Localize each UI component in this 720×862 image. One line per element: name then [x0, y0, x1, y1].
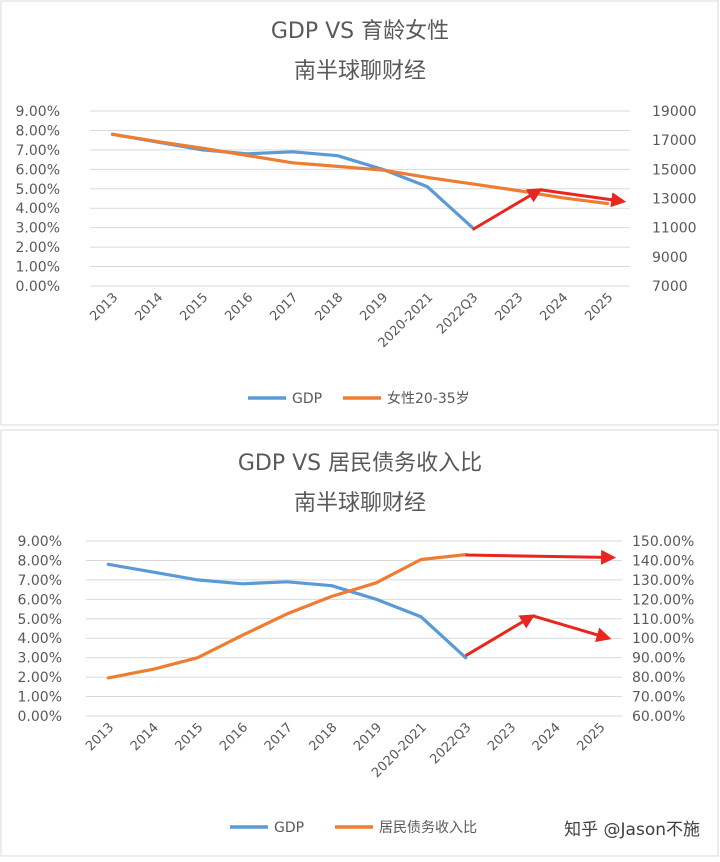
- y-left-tick-label: 0.00%: [16, 279, 60, 295]
- y-left-tick-label: 3.00%: [18, 651, 62, 667]
- y-left-tick-label: 4.00%: [16, 201, 60, 217]
- y-left-tick-label: 9.00%: [18, 534, 62, 550]
- y-left-tick-label: 9.00%: [16, 104, 60, 120]
- y-right-tick-label: 11000: [652, 221, 697, 237]
- y-right-tick-label: 60.00%: [632, 709, 685, 725]
- y-right-tick-label: 130.00%: [632, 573, 694, 589]
- y-right-tick-label: 140.00%: [632, 553, 694, 569]
- legend-label: 女性20-35岁: [387, 390, 470, 407]
- y-right-tick-label: 7000: [652, 279, 688, 295]
- chart-subtitle: 南半球聊财经: [294, 491, 426, 516]
- y-left-tick-label: 8.00%: [16, 123, 60, 139]
- chart-title: GDP VS 居民债务收入比: [238, 451, 482, 476]
- y-left-tick-label: 8.00%: [18, 553, 62, 569]
- y-right-tick-label: 80.00%: [632, 670, 685, 686]
- legend-label: 居民债务收入比: [379, 820, 477, 836]
- y-right-tick-label: 90.00%: [632, 651, 685, 667]
- y-left-tick-label: 6.00%: [18, 592, 62, 608]
- chart-subtitle: 南半球聊财经: [294, 59, 426, 84]
- y-right-tick-label: 110.00%: [632, 612, 694, 628]
- y-left-tick-label: 2.00%: [16, 240, 60, 256]
- y-left-tick-label: 6.00%: [16, 162, 60, 178]
- chart-panel-1: GDP VS 育龄女性 南半球聊财经 0.00% 1.00% 2.00% 3.00% 4…: [1, 1, 718, 425]
- y-right-tick-label: 15000: [652, 162, 697, 178]
- y-left-tick-label: 7.00%: [18, 573, 62, 589]
- legend-label: GDP: [274, 820, 304, 836]
- y-left-tick-label: 1.00%: [18, 690, 62, 706]
- y-left-tick-label: 4.00%: [18, 631, 62, 647]
- legend-label: GDP: [292, 391, 322, 407]
- y-right-tick-label: 13000: [652, 192, 697, 208]
- y-right-tick-label: 19000: [652, 104, 697, 120]
- chart-title: GDP VS 育龄女性: [271, 19, 449, 44]
- y-left-tick-label: 0.00%: [18, 709, 62, 725]
- y-left-tick-label: 5.00%: [18, 612, 62, 628]
- y-right-tick-label: 100.00%: [632, 631, 694, 647]
- watermark-text: 知乎 @Jason不施: [564, 820, 700, 840]
- y-right-tick-label: 70.00%: [632, 690, 685, 706]
- y-left-tick-label: 2.00%: [18, 670, 62, 686]
- chart-panel-2: GDP VS 居民债务收入比 南半球聊财经 0.00% 1.00% 2.00% 3.0…: [1, 430, 718, 856]
- y-left-tick-label: 5.00%: [16, 182, 60, 198]
- y-right-tick-label: 150.00%: [632, 534, 694, 550]
- y-right-tick-label: 17000: [652, 133, 697, 149]
- y-left-tick-label: 7.00%: [16, 143, 60, 159]
- y-left-tick-label: 3.00%: [16, 221, 60, 237]
- y-left-tick-label: 1.00%: [16, 260, 60, 276]
- y-right-tick-label: 120.00%: [632, 592, 694, 608]
- y-right-tick-label: 9000: [652, 250, 688, 266]
